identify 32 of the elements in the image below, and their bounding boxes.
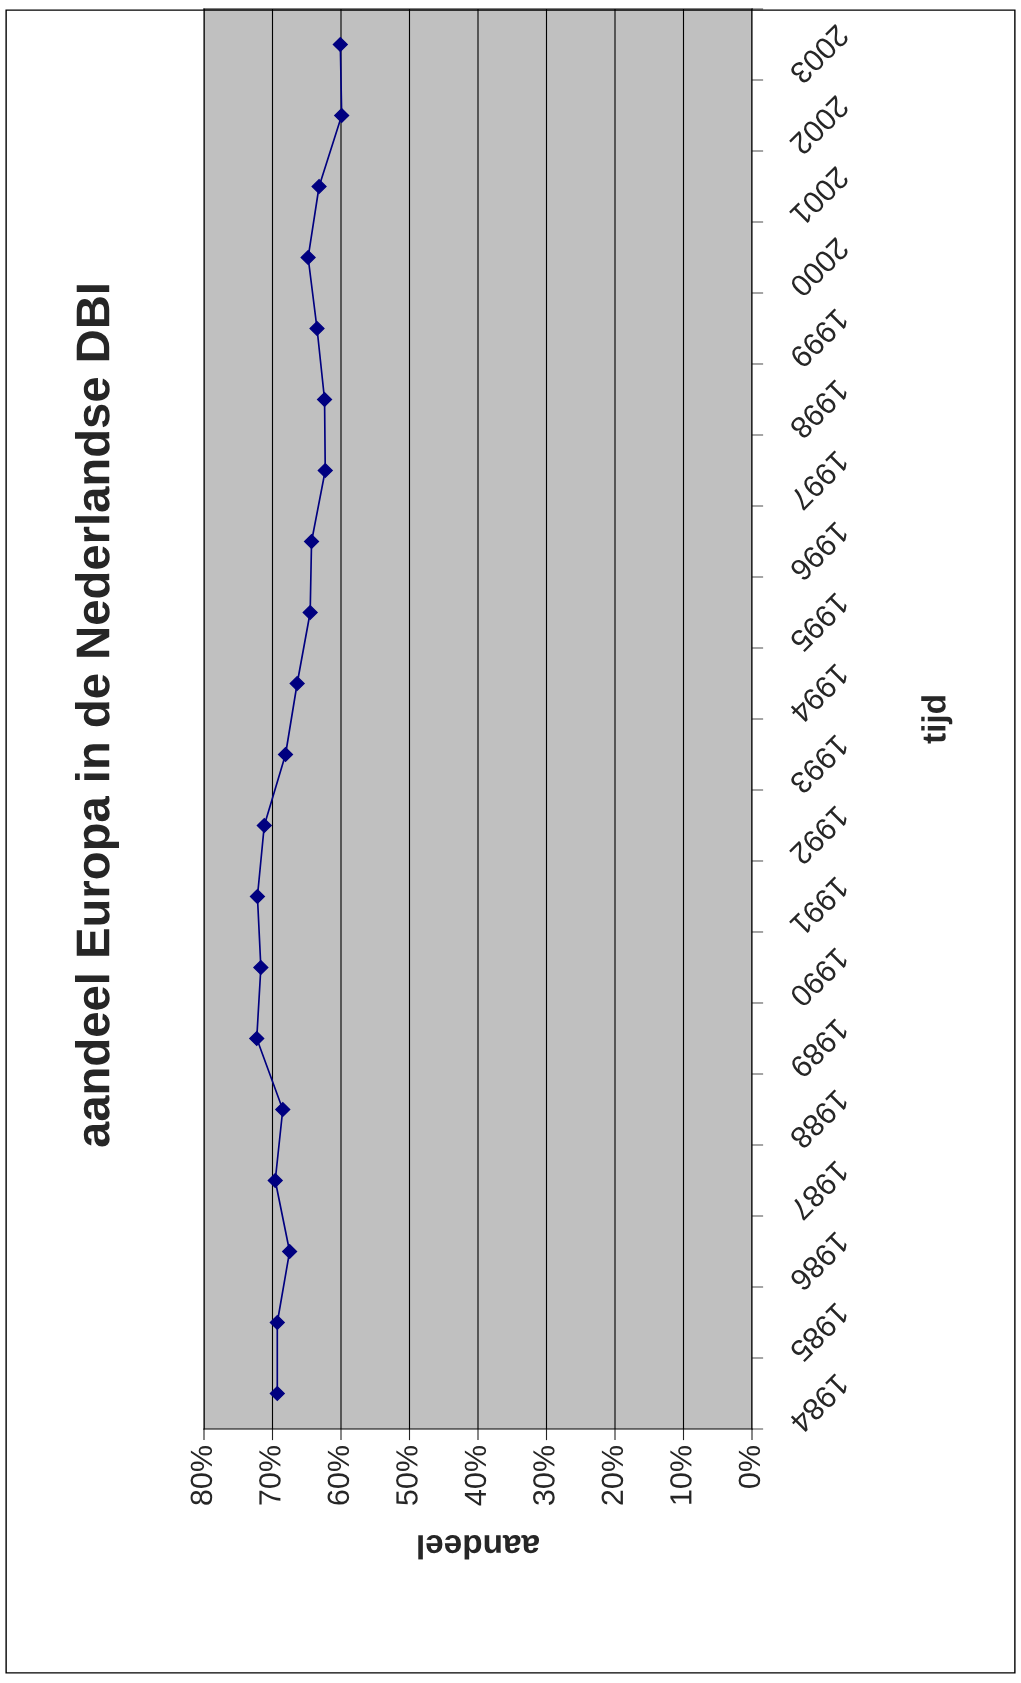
- x-tick-label: 0%: [738, 1446, 761, 1488]
- x-tick-label: 20%: [601, 1446, 624, 1505]
- point: [275, 1101, 291, 1118]
- x-tick-label: 10%: [670, 1446, 692, 1504]
- point: [309, 320, 325, 337]
- point: [302, 604, 318, 621]
- point: [249, 1030, 265, 1047]
- text: aandeel Europa in de Nederlandse DBI: [74, 285, 120, 1147]
- point: [332, 36, 348, 53]
- point: [316, 391, 333, 408]
- point: [267, 1172, 283, 1189]
- x-tick-label: 80%: [190, 1446, 213, 1505]
- point: [249, 888, 266, 905]
- point: [269, 1385, 285, 1402]
- x-tick-label: 40%: [464, 1446, 487, 1506]
- point: [303, 533, 320, 550]
- point: [277, 746, 294, 763]
- point: [282, 1243, 298, 1260]
- x-tick-label: 60%: [327, 1446, 350, 1505]
- x-tick-label: 50%: [396, 1446, 418, 1505]
- point: [253, 959, 269, 976]
- point: [289, 675, 305, 692]
- x-tick-label: 30%: [533, 1446, 555, 1505]
- y-axis-title: tijd: [921, 696, 953, 744]
- point: [334, 107, 350, 124]
- x-axis-title: aandeel: [418, 1534, 540, 1560]
- point: [269, 1314, 285, 1331]
- x-tick-label: 70%: [259, 1446, 281, 1505]
- point: [317, 462, 333, 479]
- point: [256, 817, 272, 834]
- point: [300, 249, 316, 266]
- point: [311, 178, 327, 195]
